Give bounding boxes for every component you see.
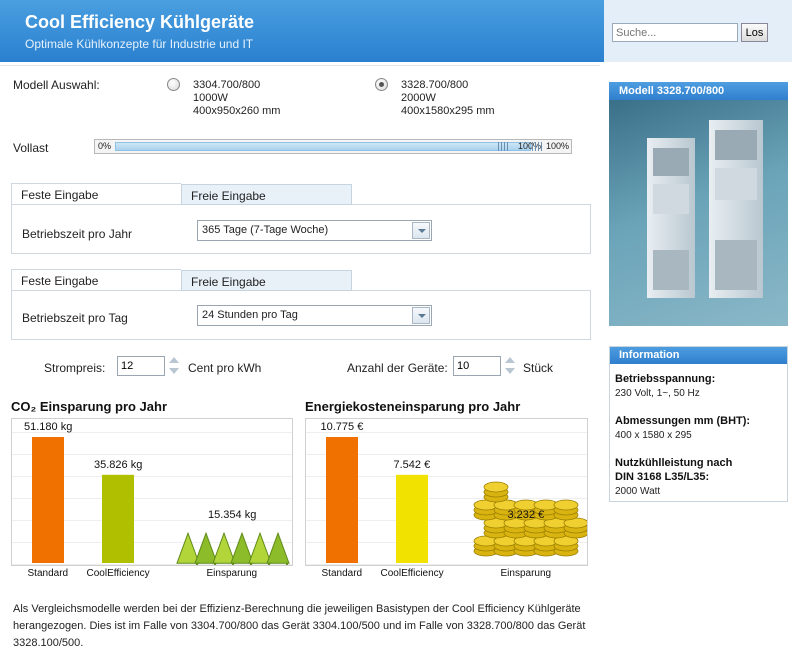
- radio-model-3304[interactable]: [167, 78, 180, 91]
- bar-category-label: Einsparung: [206, 568, 258, 579]
- slider-handle-icon[interactable]: [498, 142, 508, 151]
- strompreis-unit: Cent pro kWh: [188, 361, 262, 375]
- model-option-3304: 3304.700/800 1000W 400x950x260 mm: [193, 79, 280, 118]
- search-button[interactable]: Los: [741, 23, 768, 42]
- slider-min-label: 0%: [98, 141, 112, 151]
- stepper-up-icon[interactable]: [169, 357, 179, 363]
- field-label: Betriebszeit pro Tag: [22, 311, 128, 325]
- search-input[interactable]: [612, 23, 738, 42]
- vollast-label: Vollast: [13, 141, 49, 155]
- bar-value-label: 15.354 kg: [208, 509, 257, 522]
- slider-value-label: 100%: [517, 141, 541, 151]
- trees-icon: [176, 531, 290, 565]
- product-image: [609, 100, 788, 326]
- strompreis-stepper[interactable]: [169, 356, 179, 376]
- betriebszeit-jahr-panel: Betriebszeit pro Jahr 365 Tage (7-Tage W…: [11, 204, 591, 254]
- slider-max-label: 100%: [545, 141, 569, 151]
- bar-category-label: Einsparung: [500, 568, 552, 579]
- radio-model-3328[interactable]: [375, 78, 388, 91]
- search-area: Los: [604, 0, 792, 62]
- bar-value-label: 10.775 €: [320, 421, 364, 433]
- strompreis-input[interactable]: [117, 356, 165, 376]
- betriebszeit-tag-select[interactable]: 24 Stunden pro Tag: [197, 305, 432, 326]
- chart-bar: [32, 437, 64, 563]
- stepper-down-icon[interactable]: [169, 368, 179, 374]
- stepper-up-icon[interactable]: [505, 357, 515, 363]
- geraete-unit: Stück: [523, 361, 554, 375]
- model-name: 3328.700/800: [401, 79, 469, 91]
- bar-value-label: 3.232 €: [507, 509, 545, 522]
- cooling-units-icon: [647, 120, 763, 298]
- model-dims: 400x950x260 mm: [193, 105, 281, 117]
- chart-svg: [32, 437, 290, 565]
- bar-category-label: Standard: [321, 568, 363, 579]
- model-option-3328: 3328.700/800 2000W 400x1580x295 mm: [401, 79, 495, 118]
- model-label: Modell Auswahl:: [13, 78, 100, 92]
- bar-category-label: CoolEfficiency: [86, 568, 150, 579]
- model-power: 1000W: [193, 92, 228, 104]
- slider-grip-icon: [532, 142, 542, 151]
- vollast-slider[interactable]: 0% 100% 100%: [94, 139, 572, 154]
- chevron-down-icon[interactable]: [412, 222, 430, 239]
- chart-bar: [102, 474, 134, 563]
- energie-chart: 10.775 € Standard 7.542 € CoolEfficiency 3.2…: [305, 418, 588, 579]
- coins-icon: [473, 481, 587, 557]
- betriebszeit-jahr-select[interactable]: 365 Tage (7-Tage Woche): [197, 220, 432, 241]
- footer-note: Als Vergleichsmodelle werden bei der Eff…: [13, 603, 586, 649]
- information-box: Betriebsspannung: 230 Volt, 1~, 50 Hz Ab…: [609, 346, 788, 502]
- header: Cool Efficiency Kühlgeräte Optimale Kühl…: [0, 0, 792, 62]
- information-header: Information: [609, 346, 788, 364]
- chart-bar: [326, 437, 358, 563]
- info-label: DIN 3168 L35/L35:: [615, 471, 710, 483]
- slider-fill: [115, 142, 531, 151]
- tab-freie-eingabe[interactable]: Freie Eingabe: [181, 270, 352, 291]
- chart-bar: [396, 474, 428, 563]
- info-label: Nutzkühlleistung nach: [615, 457, 733, 469]
- model-name: 3304.700/800: [193, 79, 261, 91]
- info-value: 400 x 1580 x 295: [615, 430, 692, 441]
- chart-svg: [326, 437, 587, 563]
- chart-title-co2: CO₂ Einsparung pro Jahr: [11, 399, 168, 414]
- info-label: Abmessungen mm (BHT):: [615, 415, 751, 427]
- page-title: Cool Efficiency Kühlgeräte: [25, 12, 255, 32]
- tab-freie-eingabe[interactable]: Freie Eingabe: [181, 184, 352, 205]
- field-label: Betriebszeit pro Jahr: [22, 227, 133, 241]
- bar-category-label: Standard: [27, 568, 69, 579]
- info-value: 2000 Watt: [615, 486, 661, 497]
- model-header: Modell 3328.700/800: [609, 82, 788, 100]
- chevron-down-icon[interactable]: [412, 307, 430, 324]
- geraete-input[interactable]: [453, 356, 501, 376]
- betriebszeit-tag-panel: Betriebszeit pro Tag 24 Stunden pro Tag: [11, 290, 591, 340]
- geraete-label: Anzahl der Geräte:: [347, 361, 448, 375]
- bar-value-label: 7.542 €: [393, 458, 431, 471]
- geraete-stepper[interactable]: [505, 356, 515, 376]
- bar-value-label: 51.180 kg: [24, 421, 73, 433]
- page-subtitle: Optimale Kühlkonzepte für Industrie und …: [25, 37, 254, 51]
- chart-title-energie: Energiekosteneinsparung pro Jahr: [305, 399, 521, 414]
- tab-feste-eingabe[interactable]: Feste Eingabe: [11, 269, 181, 290]
- strompreis-label: Strompreis:: [44, 361, 106, 375]
- tab-feste-eingabe[interactable]: Feste Eingabe: [11, 183, 181, 204]
- model-power: 2000W: [401, 92, 436, 104]
- info-label: Betriebsspannung:: [615, 373, 716, 385]
- select-value: 24 Stunden pro Tag: [202, 309, 298, 321]
- info-value: 230 Volt, 1~, 50 Hz: [615, 388, 700, 399]
- stepper-down-icon[interactable]: [505, 368, 515, 374]
- co2-chart: 51.180 kg Standard 35.826 kg CoolEfficiency…: [11, 418, 293, 579]
- divider: [0, 65, 600, 66]
- select-value: 365 Tage (7-Tage Woche): [202, 224, 329, 236]
- bar-value-label: 35.826 kg: [94, 458, 143, 471]
- model-dims: 400x1580x295 mm: [401, 105, 495, 117]
- bar-category-label: CoolEfficiency: [380, 568, 444, 579]
